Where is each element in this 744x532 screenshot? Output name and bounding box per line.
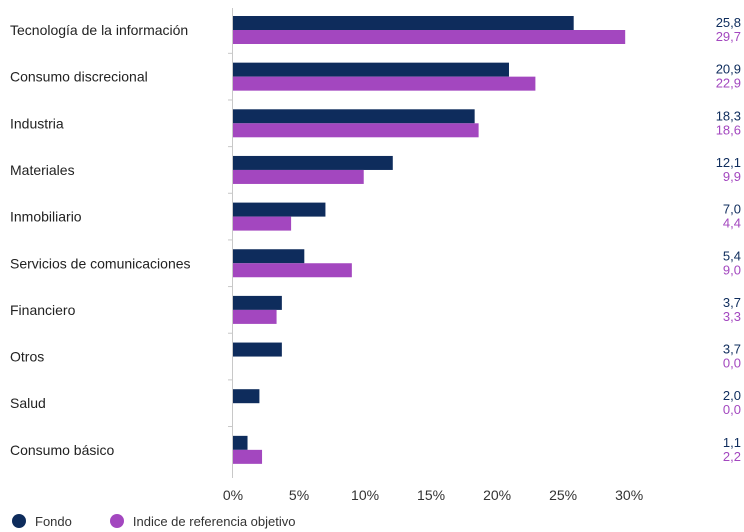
legend-label-fondo: Fondo	[35, 513, 72, 529]
category-label: Materiales	[10, 162, 75, 178]
legend-marker-indice	[109, 514, 124, 528]
value-label-fondo: 18,3	[716, 108, 741, 123]
bar-indice	[233, 123, 479, 138]
bar-fondo	[233, 249, 305, 264]
value-label-fondo: 3,7	[723, 295, 741, 310]
value-label-fondo: 7,0	[723, 202, 741, 217]
category-label: Consumo discrecional	[10, 69, 148, 85]
bar-indice	[233, 30, 626, 44]
x-tick-label: 15%	[417, 487, 445, 503]
value-label-indice: 9,9	[723, 169, 741, 184]
x-tick-label: 30%	[615, 487, 643, 503]
x-tick-label: 0%	[223, 487, 243, 503]
bar-indice	[233, 216, 292, 231]
legend-item-fondo: Fondo	[12, 514, 72, 529]
value-label-indice: 0,0	[723, 356, 741, 371]
category-label: Consumo básico	[10, 442, 114, 458]
bar-indice	[233, 449, 263, 464]
x-tick-label: 20%	[483, 487, 511, 503]
category-label: Financiero	[10, 302, 76, 318]
value-label-indice: 4,4	[723, 216, 741, 231]
bar-fondo	[233, 389, 260, 404]
x-tick-label: 5%	[289, 487, 309, 503]
bar-indice	[233, 76, 536, 91]
category-label: Industria	[10, 115, 64, 131]
value-label-indice: 2,2	[723, 449, 741, 464]
value-label-fondo: 2,0	[723, 388, 741, 403]
bar-fondo	[233, 342, 282, 357]
bar-indice	[233, 263, 352, 278]
bar-fondo	[233, 155, 393, 170]
value-label-fondo: 3,7	[723, 342, 741, 357]
bar-chart: Tecnología de la información 25,829,7 Cons…	[10, 8, 741, 503]
x-tick-label: 10%	[351, 487, 379, 503]
category-label: Otros	[10, 349, 44, 365]
value-label-indice: 9,0	[723, 262, 741, 277]
legend-label-indice: Indice de referencia objetivo	[132, 513, 296, 529]
bar-fondo	[233, 202, 326, 217]
category-label: Servicios de comunicaciones	[10, 255, 191, 271]
bar-fondo	[233, 295, 282, 310]
value-label-indice: 22,9	[716, 76, 741, 91]
bar-fondo	[233, 62, 509, 77]
value-label-fondo: 20,9	[716, 62, 741, 77]
legend-item-indice: Indice de referencia objetivo	[109, 513, 296, 529]
value-label-fondo: 1,1	[723, 435, 741, 450]
value-label-indice: 29,7	[716, 29, 741, 44]
bar-fondo	[233, 109, 475, 124]
value-label-indice: 3,3	[723, 309, 741, 324]
legend: Fondo Indice de referencia objetivo	[12, 511, 333, 531]
bar-indice	[233, 169, 364, 184]
legend-marker-fondo	[12, 514, 26, 528]
value-label-indice: 0,0	[723, 402, 741, 417]
bar-fondo	[233, 16, 574, 30]
value-label-indice: 18,6	[716, 122, 741, 137]
bar-fondo	[233, 435, 248, 450]
value-label-fondo: 25,8	[716, 15, 741, 30]
category-label: Salud	[10, 395, 46, 411]
value-label-fondo: 5,4	[723, 248, 741, 263]
value-label-fondo: 12,1	[716, 155, 741, 170]
x-tick-label: 25%	[549, 487, 577, 503]
bar-indice	[233, 309, 277, 324]
category-label: Tecnología de la información	[10, 22, 188, 38]
category-label: Inmobiliario	[10, 209, 82, 225]
